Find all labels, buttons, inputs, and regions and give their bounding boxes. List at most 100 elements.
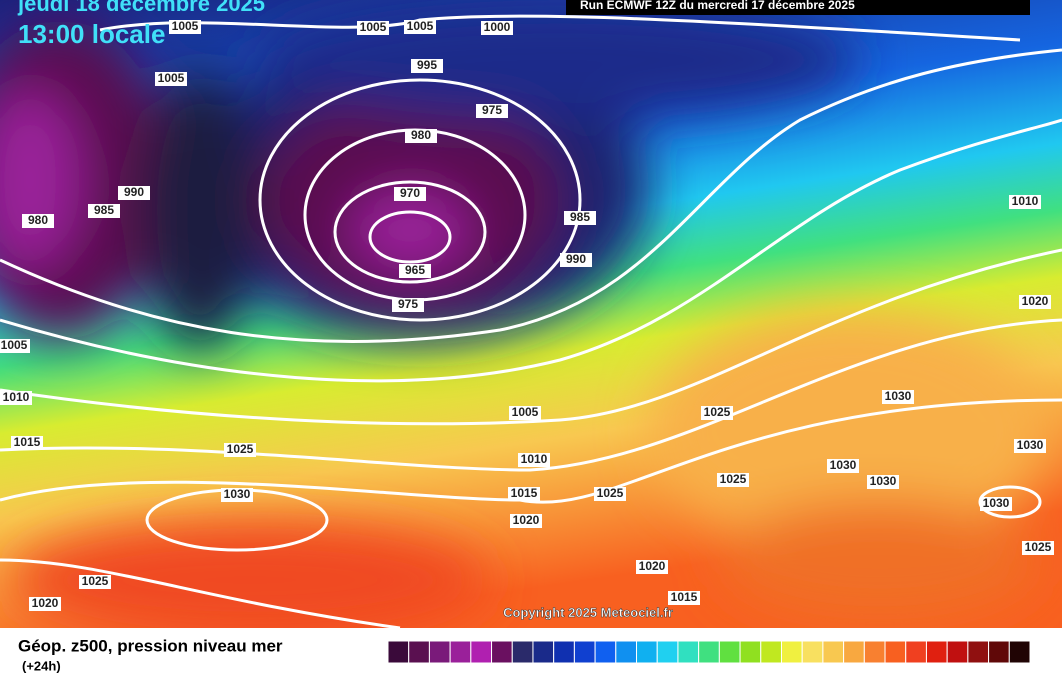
color-scale — [387, 640, 1031, 664]
isobar-label: 1020 — [639, 559, 666, 573]
label-box — [980, 497, 1012, 511]
scale-swatch — [718, 640, 741, 664]
label-box — [1014, 439, 1046, 453]
scale-swatch — [905, 640, 927, 664]
label-box — [827, 459, 859, 473]
scale-swatch — [594, 640, 617, 664]
label-box — [357, 21, 389, 35]
scale-swatch — [925, 640, 948, 664]
map — [0, 0, 1062, 640]
scale-swatch — [470, 640, 493, 664]
isobar-label: 1005 — [512, 405, 539, 419]
label-box — [0, 339, 30, 353]
scale-swatch — [636, 640, 658, 664]
label-box — [0, 391, 32, 405]
scale-swatch — [760, 640, 782, 664]
isobar-label: 980 — [28, 213, 48, 227]
isobar-label: 1025 — [597, 486, 624, 500]
scale-swatch — [780, 640, 803, 664]
label-box — [1009, 195, 1041, 209]
scale-swatch — [988, 640, 1010, 664]
label-box — [668, 591, 700, 605]
scale-swatch — [822, 640, 845, 664]
legend-subtitle: (+24h) — [22, 658, 61, 673]
isobar-label: 990 — [566, 252, 586, 266]
isobar-label: 1025 — [1025, 540, 1052, 554]
isobar-label: 985 — [570, 210, 590, 224]
isobar-label: 1025 — [720, 472, 747, 486]
label-box — [22, 214, 54, 228]
label-box — [394, 187, 426, 201]
isobar-labels: 1005 1005 1005 1000 995 1005 975 980 990 985 980 97… — [0, 19, 1054, 611]
isobar-label: 1030 — [870, 474, 897, 488]
isobar-label: 1000 — [484, 20, 511, 34]
isobar-label: 965 — [405, 263, 425, 277]
label-box — [1022, 541, 1054, 555]
isobar-label: 1010 — [3, 390, 30, 404]
label-box — [155, 72, 187, 86]
scale-swatch — [884, 640, 907, 664]
scale-swatch — [573, 640, 596, 664]
scale-swatch — [491, 640, 513, 664]
label-box — [510, 514, 542, 528]
scale-swatch — [946, 640, 969, 664]
isobar-label: 995 — [417, 58, 437, 72]
scale-swatch — [739, 640, 762, 664]
isobar-label: 1010 — [1012, 194, 1039, 208]
label-box — [404, 20, 436, 34]
label-box — [29, 597, 61, 611]
isobar-label: 1025 — [704, 405, 731, 419]
isobar-label: 970 — [400, 186, 420, 200]
isobar-label: 1015 — [14, 435, 41, 449]
label-box — [1019, 295, 1051, 309]
label-box — [701, 406, 733, 420]
isobar-label: 1030 — [983, 496, 1010, 510]
scale-swatch — [677, 640, 700, 664]
scale-swatch — [387, 640, 410, 664]
isobar-label: 1015 — [671, 590, 698, 604]
isobar-label: 1020 — [513, 513, 540, 527]
isobar-label: 1025 — [227, 442, 254, 456]
label-box — [392, 298, 424, 312]
label-box — [508, 487, 540, 501]
label-box — [882, 390, 914, 404]
isobar-label: 1005 — [1, 338, 28, 352]
isobar-label: 975 — [482, 103, 502, 117]
isobar-label: 1030 — [1017, 438, 1044, 452]
label-box — [411, 59, 443, 73]
label-box — [169, 20, 201, 34]
isobar-label: 985 — [94, 203, 114, 217]
isobar-label: 980 — [411, 128, 431, 142]
isobar-label: 1030 — [224, 487, 251, 501]
isobar-label: 975 — [398, 297, 418, 311]
label-box — [221, 488, 253, 502]
scale-swatch — [553, 640, 575, 664]
isobar-label: 1015 — [511, 486, 538, 500]
scale-swatch — [801, 640, 824, 664]
label-box — [717, 473, 749, 487]
isobar-label: 1030 — [830, 458, 857, 472]
isobar-label: 1030 — [885, 389, 912, 403]
scale-swatch — [656, 640, 679, 664]
label-box — [11, 436, 43, 450]
label-box — [564, 211, 596, 225]
run-info: Run ECMWF 12Z du mercredi 17 décembre 20… — [580, 0, 855, 12]
time: 13:00 locale — [18, 19, 165, 49]
label-box — [481, 21, 513, 35]
scale-swatch — [843, 640, 865, 664]
isobar-label: 1005 — [407, 19, 434, 33]
label-box — [509, 406, 541, 420]
scale-swatch — [1008, 640, 1031, 664]
label-box — [224, 443, 256, 457]
isobar-label: 1020 — [1022, 294, 1049, 308]
isobar-label: 990 — [124, 185, 144, 199]
legend-title: Géop. z500, pression niveau mer — [18, 636, 283, 655]
copyright: Copyright 2025 Meteociel.fr — [503, 605, 673, 620]
date: jeudi 18 décembre 2025 — [17, 0, 265, 16]
scale-swatch — [408, 640, 430, 664]
scale-swatch — [615, 640, 638, 664]
scale-swatch — [511, 640, 534, 664]
scale-swatch — [698, 640, 720, 664]
label-box — [594, 487, 626, 501]
